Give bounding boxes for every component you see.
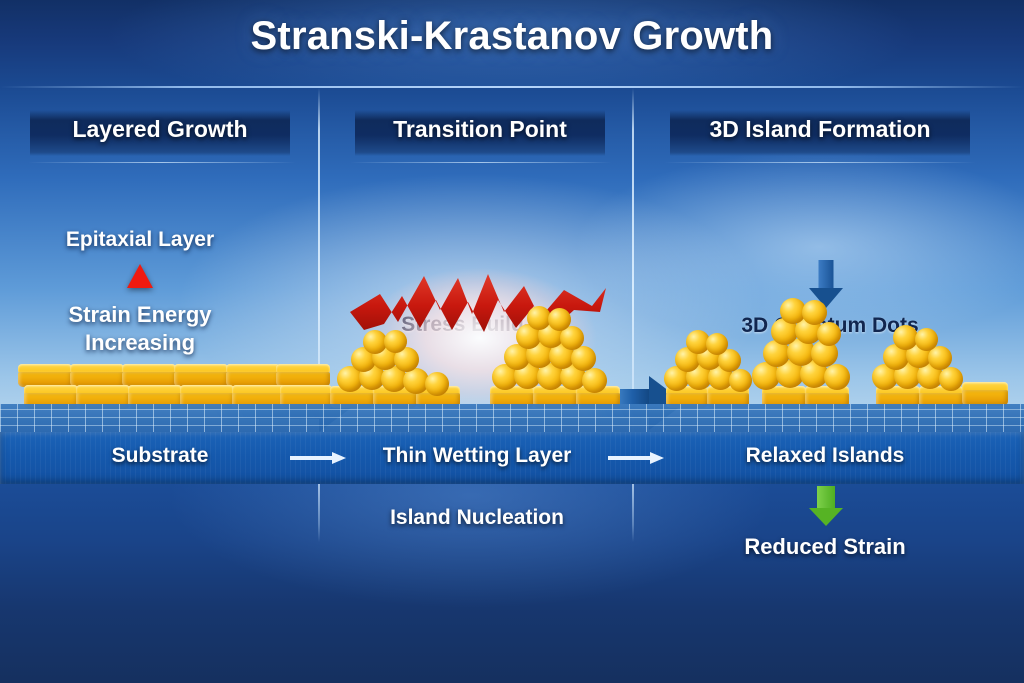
epitaxial-cube: [122, 364, 176, 387]
growth-scene: Layered Growth Transition Point 3D Islan…: [0, 88, 1024, 433]
island-atom: [527, 306, 551, 330]
island-atom: [363, 330, 387, 354]
epitaxial-cube: [18, 364, 72, 387]
epitaxial-cube: [70, 364, 124, 387]
island-atom: [718, 349, 741, 372]
band-flow-arrow-1-icon: [290, 452, 346, 464]
island-atom: [780, 298, 806, 324]
island-atom: [425, 372, 449, 396]
label-strain-energy-line2: Increasing: [84, 330, 196, 355]
panel-rule-3: [664, 162, 976, 163]
epitaxial-cube: [226, 364, 280, 387]
island-atom: [729, 369, 752, 392]
panel-header-banner-3: 3D Island Formation: [670, 110, 970, 156]
epitaxial-cube: [174, 364, 228, 387]
island-atom: [817, 322, 841, 346]
title-banner: Stranski-Krastanov Growth: [0, 0, 1024, 88]
label-epitaxial-layer: Epitaxial Layer: [65, 228, 215, 251]
panel-divider-low-2: [632, 484, 634, 542]
band-label-thin-wetting-layer: Thin Wetting Layer: [382, 444, 572, 467]
green-down-arrow-icon: [806, 486, 846, 526]
bottom-summary-area: Island Nucleation Reduced Strain: [0, 484, 1024, 683]
panel-rule-1: [28, 162, 296, 163]
epitaxial-cube: [276, 364, 330, 387]
island-atom: [802, 300, 827, 325]
band-label-relaxed-islands: Relaxed Islands: [745, 444, 905, 467]
page-title: Stranski-Krastanov Growth: [250, 14, 774, 58]
island-atom: [548, 308, 571, 331]
panel-divider-1: [318, 88, 320, 433]
island-atom: [571, 346, 596, 371]
panel-rule-2: [350, 162, 612, 163]
island-atom: [582, 368, 607, 393]
island-atom: [384, 330, 407, 353]
label-strain-energy-line1: Strain Energy: [68, 302, 212, 327]
red-zigzag-stress-icon: [350, 274, 606, 332]
island-atom: [939, 367, 963, 391]
bottom-label-reduced-strain: Reduced Strain: [744, 534, 906, 559]
island-atom: [403, 368, 429, 394]
island-atom: [706, 333, 728, 355]
island-atom: [893, 325, 918, 350]
island-atom: [824, 364, 850, 390]
panel-header-layered-growth: Layered Growth: [72, 116, 248, 142]
island-atom: [928, 346, 952, 370]
substrate-grid-surface: [0, 404, 1024, 434]
panel-divider-2: [632, 88, 634, 433]
panel-header-banner-2: Transition Point: [355, 110, 605, 156]
wetting-layer-cube: [962, 382, 1008, 406]
red-up-triangle-icon: [127, 264, 153, 288]
substrate-band: Substrate Thin Wetting Layer Relaxed Isl…: [0, 432, 1024, 484]
band-label-substrate: Substrate: [111, 444, 209, 467]
panel-header-transition-point: Transition Point: [393, 116, 567, 142]
island-atom: [915, 328, 938, 351]
panel-header-banner-1: Layered Growth: [30, 110, 290, 156]
panel-header-3d-island-formation: 3D Island Formation: [709, 116, 931, 142]
band-flow-arrow-2-icon: [608, 452, 664, 464]
panel-divider-low-1: [318, 484, 320, 542]
bottom-label-island-nucleation: Island Nucleation: [390, 506, 564, 529]
title-divider-rule: [0, 86, 1024, 88]
